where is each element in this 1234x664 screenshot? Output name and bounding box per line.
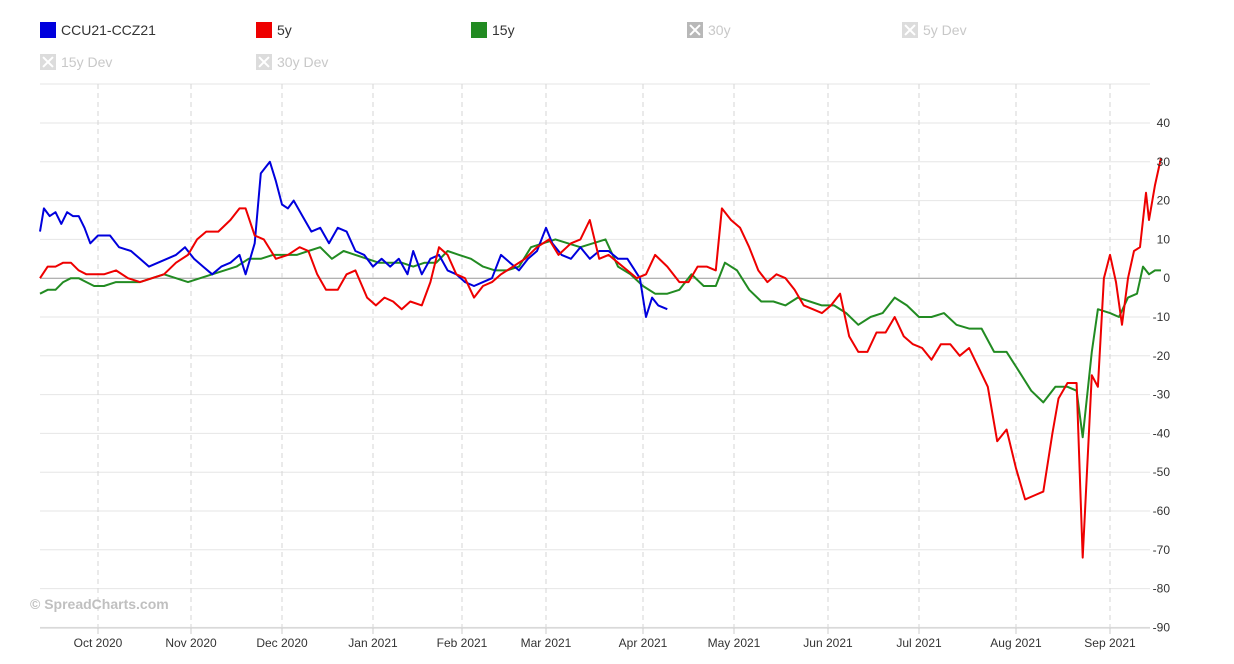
x-tick-label: Jul 2021: [896, 636, 942, 650]
y-tick-label: -50: [1153, 465, 1171, 479]
x-tick-label: Dec 2020: [256, 636, 308, 650]
y-tick-labels: 40 30 20 10 0 -10 -20 -30 -40 -50 -60 -70 -80 -90: [1153, 116, 1171, 634]
series-line-5y: [39, 157, 1162, 559]
y-tick-label: -40: [1153, 426, 1171, 440]
disabled-x-icon: [256, 54, 272, 70]
series-layer: [39, 157, 1162, 559]
y-tick-label: -70: [1153, 543, 1171, 557]
y-tick-label: 10: [1157, 232, 1171, 246]
legend-item-5y[interactable]: 5y: [256, 20, 292, 40]
x-tick-label: Sep 2021: [1084, 636, 1136, 650]
disabled-x-icon: [40, 54, 56, 70]
x-tick-label: Oct 2020: [74, 636, 123, 650]
legend-swatch-15y: [471, 22, 487, 38]
x-tick-label: Feb 2021: [437, 636, 488, 650]
x-gridlines: [97, 84, 1111, 634]
y-tick-label: -90: [1153, 620, 1171, 634]
legend-item-15y[interactable]: 15y: [471, 20, 515, 40]
disabled-x-icon: [902, 22, 918, 38]
legend-label: 5y Dev: [923, 22, 967, 38]
y-tick-label: -30: [1153, 388, 1171, 402]
legend-label: 30y Dev: [277, 54, 329, 70]
legend-item-15y-dev[interactable]: 15y Dev: [40, 52, 112, 72]
legend-item-30y[interactable]: 30y: [687, 20, 731, 40]
y-tick-label: 20: [1157, 194, 1171, 208]
y-tick-label: 30: [1157, 155, 1171, 169]
x-tick-label: Nov 2020: [165, 636, 217, 650]
legend-swatch-5y: [256, 22, 272, 38]
y-tick-label: 0: [1163, 271, 1170, 285]
x-tick-labels: Oct 2020 Nov 2020 Dec 2020 Jan 2021 Feb 2021…: [74, 636, 1136, 650]
legend-label: 15y: [492, 22, 515, 38]
y-tick-label: 40: [1157, 116, 1171, 130]
legend-label: 15y Dev: [61, 54, 113, 70]
legend-item-30y-dev[interactable]: 30y Dev: [256, 52, 328, 72]
legend-item-5y-dev[interactable]: 5y Dev: [902, 20, 967, 40]
x-tick-label: Mar 2021: [521, 636, 572, 650]
disabled-x-icon: [687, 22, 703, 38]
x-tick-label: May 2021: [708, 636, 761, 650]
legend-label: CCU21-CCZ21: [61, 22, 156, 38]
legend-swatch-ccu21-ccz21: [40, 22, 56, 38]
x-tick-label: Jun 2021: [803, 636, 853, 650]
x-tick-label: Apr 2021: [619, 636, 668, 650]
watermark: © SpreadCharts.com: [30, 596, 169, 612]
series-line-ccu21-ccz21: [39, 160, 668, 318]
y-tick-label: -20: [1153, 349, 1171, 363]
x-tick-label: Aug 2021: [990, 636, 1042, 650]
legend-label: 30y: [708, 22, 731, 38]
series-line-15y: [39, 238, 1161, 439]
legend-item-ccu21-ccz21[interactable]: CCU21-CCZ21: [40, 20, 156, 40]
y-tick-label: -80: [1153, 582, 1171, 596]
legend-label: 5y: [277, 22, 292, 38]
chart-legend: CCU21-CCZ21 5y 15y 30y 5y Dev 15y Dev 30…: [0, 0, 1234, 80]
y-gridlines: [40, 83, 1150, 629]
x-tick-label: Jan 2021: [348, 636, 398, 650]
y-tick-label: -10: [1153, 310, 1171, 324]
y-tick-label: -60: [1153, 504, 1171, 518]
